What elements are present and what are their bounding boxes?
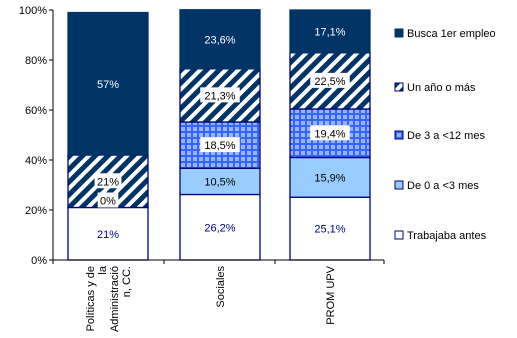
- x-tick-label-line: Administració: [109, 266, 121, 332]
- value-label-box: [97, 192, 119, 208]
- value-label: 26,2%: [204, 222, 235, 234]
- value-label: 0%: [100, 196, 116, 208]
- axes: 0% 20% 40% 60% 80% 100% Políticas y de la Admini…: [19, 5, 385, 332]
- legend-label: Un año o más: [407, 82, 476, 94]
- value-label: 21%: [97, 229, 119, 241]
- x-tick-label: Políticas y de la Administració n, CC.: [85, 265, 133, 332]
- y-tick-label: 60%: [25, 105, 47, 117]
- value-label-box: [200, 137, 240, 153]
- legend-label: Trabajaba antes: [407, 230, 487, 242]
- x-tick-label-line: PROM UPV: [325, 265, 337, 324]
- legend-swatch: [394, 230, 404, 240]
- x-tick-label-line: la: [97, 265, 109, 274]
- x-tick-label: Sociales: [215, 266, 227, 308]
- value-label: 15,9%: [314, 172, 345, 184]
- value-labels: 21% 0% 21% 57% 26,2% 10,5% 18,5% 21,3% 23,6% 25,1…: [94, 26, 350, 241]
- x-tick-label-line: Políticas y de: [85, 266, 97, 331]
- x-tick-label-line: n, CC.: [121, 266, 133, 297]
- y-tick-label: 20%: [25, 205, 47, 217]
- value-label: 10,5%: [204, 176, 235, 188]
- y-tick-label: 80%: [25, 55, 47, 67]
- value-label-box: [200, 87, 240, 103]
- value-label: 18,5%: [204, 140, 235, 152]
- legend-label: Busca 1er empleo: [407, 28, 496, 40]
- legend-swatch: [394, 130, 404, 140]
- bar-segment: [289, 9, 371, 54]
- y-tick-label: 0%: [31, 255, 47, 267]
- legend-swatch: [394, 82, 404, 92]
- bar-segment: [179, 9, 261, 70]
- value-label: 25,1%: [314, 224, 345, 236]
- value-label-box: [94, 173, 122, 189]
- legend-label: De 0 a <3 mes: [407, 180, 479, 192]
- value-label: 23,6%: [204, 34, 235, 46]
- x-tick-label-line: Sociales: [215, 266, 227, 308]
- legend-label: De 3 a <12 mes: [407, 130, 485, 142]
- value-label: 19,4%: [314, 128, 345, 140]
- value-label: 57%: [97, 79, 119, 91]
- x-tick-label: PROM UPV: [325, 265, 337, 324]
- legend-swatch: [394, 28, 404, 38]
- value-label-box: [310, 125, 350, 141]
- y-tick-label: 100%: [19, 5, 47, 17]
- y-tick-label: 40%: [25, 155, 47, 167]
- bar-segment: [67, 206, 149, 261]
- bars: [67, 9, 371, 261]
- legend-swatch: [394, 180, 404, 190]
- value-label: 17,1%: [314, 26, 345, 38]
- bar-segment: [67, 11, 149, 156]
- value-label: 21,3%: [204, 90, 235, 102]
- bar-segment: [289, 196, 371, 261]
- legend: Busca 1er empleo Un año o más De 3 a <12 m…: [394, 28, 496, 242]
- value-label: 22,5%: [314, 76, 345, 88]
- value-label: 21%: [97, 176, 119, 188]
- value-label-box: [310, 72, 350, 88]
